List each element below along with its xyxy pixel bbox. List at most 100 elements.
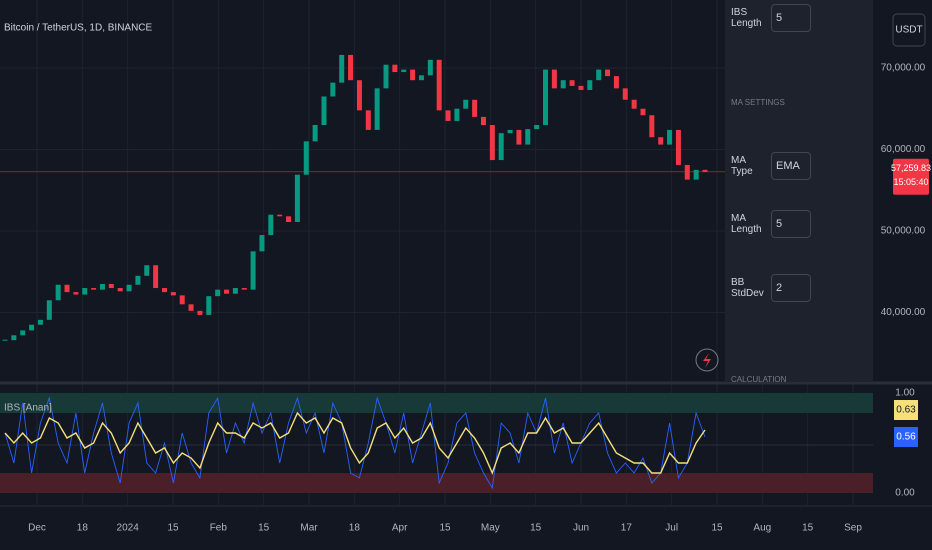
currency[interactable]: USDT xyxy=(895,25,922,36)
x-tick-label: Apr xyxy=(392,523,408,534)
candle xyxy=(161,288,167,293)
candle xyxy=(108,283,114,289)
candle xyxy=(489,125,495,161)
candle xyxy=(383,64,389,89)
candle xyxy=(551,69,557,89)
x-tick-label: 15 xyxy=(258,523,270,534)
candle xyxy=(356,80,362,111)
x-tick-label: 18 xyxy=(349,523,361,534)
candle xyxy=(46,300,52,320)
candle xyxy=(82,288,88,295)
candle xyxy=(560,80,566,89)
x-tick-label: Aug xyxy=(753,523,771,534)
candle xyxy=(232,288,238,294)
last-price: 57,259.83 xyxy=(891,163,931,173)
x-tick-label: 2024 xyxy=(117,523,140,534)
candle xyxy=(321,96,327,126)
value-badge xyxy=(894,427,918,447)
candle xyxy=(454,108,460,121)
candle xyxy=(392,64,398,73)
x-tick-label: 18 xyxy=(77,523,89,534)
x-tick-label: 15 xyxy=(439,523,451,534)
candle xyxy=(55,284,61,301)
x-tick-label: 15 xyxy=(167,523,179,534)
candle xyxy=(20,330,26,336)
y-tick-label: 70,000.00 xyxy=(881,63,926,74)
candle xyxy=(605,69,611,77)
candle xyxy=(596,69,602,81)
candle xyxy=(11,335,17,341)
x-tick-label: Dec xyxy=(28,523,46,534)
candle xyxy=(197,310,203,315)
indicator-line xyxy=(4,411,706,475)
candle xyxy=(99,283,105,290)
candle xyxy=(631,99,637,109)
label: MA Length xyxy=(731,213,762,235)
candle xyxy=(401,69,407,73)
y-tick-label: 40,000.00 xyxy=(881,307,926,318)
candle xyxy=(507,129,513,134)
candle xyxy=(427,59,433,76)
x-tick-label: Feb xyxy=(210,523,228,534)
price-scale xyxy=(873,0,932,550)
candle xyxy=(91,288,97,290)
candle xyxy=(303,141,309,175)
candle xyxy=(472,99,478,117)
candle xyxy=(640,108,646,116)
y-tick-label: 0.00 xyxy=(895,488,915,499)
value-label: 0.56 xyxy=(896,432,916,443)
x-tick-label: Sep xyxy=(844,523,862,534)
candle xyxy=(649,115,655,138)
candle xyxy=(498,133,504,161)
indicator-title: IBS [Anan] xyxy=(4,403,52,414)
candle xyxy=(675,129,681,165)
x-tick-label: Mar xyxy=(300,523,318,534)
candle xyxy=(410,69,416,81)
candle xyxy=(374,88,380,130)
candle xyxy=(250,251,256,290)
candle xyxy=(259,235,265,252)
candle xyxy=(29,324,35,331)
candle xyxy=(339,54,345,83)
candle xyxy=(206,296,212,315)
candle xyxy=(667,129,673,145)
candle xyxy=(613,76,619,89)
candle xyxy=(702,169,708,172)
candle xyxy=(348,54,354,81)
candle xyxy=(516,129,522,145)
x-tick-label: May xyxy=(481,523,500,534)
input[interactable]: 5 xyxy=(771,4,811,32)
currency-button[interactable] xyxy=(892,13,926,47)
lightning-icon[interactable] xyxy=(695,348,719,372)
candle xyxy=(622,88,628,100)
candle xyxy=(37,319,43,325)
candle xyxy=(587,80,593,90)
input[interactable]: 5 xyxy=(771,210,811,238)
x-tick-label: 17 xyxy=(621,523,633,534)
input[interactable]: 2 xyxy=(771,274,811,302)
candle xyxy=(135,275,141,285)
x-tick-label: Jun xyxy=(573,523,589,534)
candle xyxy=(365,110,371,130)
candle xyxy=(312,125,318,142)
candle xyxy=(144,265,150,276)
candle xyxy=(179,295,185,305)
candle xyxy=(73,292,79,295)
x-tick-label: 15 xyxy=(530,523,542,534)
candle xyxy=(268,214,274,236)
y-tick-label: 1.00 xyxy=(895,388,915,399)
candle xyxy=(436,59,442,111)
symbol-title: Bitcoin / TetherUS, 1D, BINANCE xyxy=(4,23,153,34)
candle xyxy=(294,174,300,223)
candle xyxy=(153,265,159,289)
candle xyxy=(578,85,584,90)
select[interactable]: EMA xyxy=(771,152,811,180)
candle xyxy=(445,110,451,121)
candle xyxy=(534,125,540,130)
label: IBS Length xyxy=(731,7,762,29)
settings-panel: IBS Length 5 MA SETTINGS MA Type EMA MA Le… xyxy=(725,0,873,384)
y-tick-label: 50,000.00 xyxy=(881,226,926,237)
candle xyxy=(463,99,469,109)
candle xyxy=(569,80,575,86)
